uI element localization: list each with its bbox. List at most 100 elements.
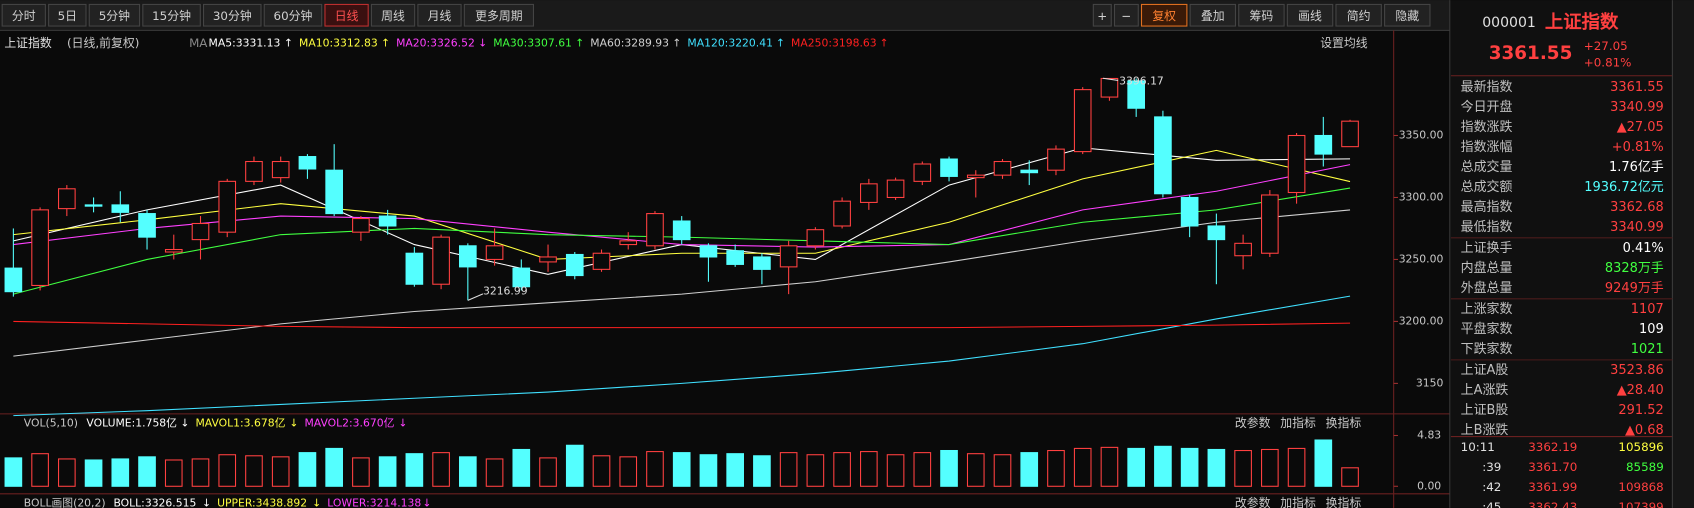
legend-arrow: ↓ [312, 497, 321, 508]
side-panel [1672, 0, 1694, 508]
candle-body [485, 245, 504, 260]
candle-body [940, 158, 958, 177]
legend-arrow: ↓ [478, 36, 487, 49]
volume-bar [111, 458, 130, 487]
candle-body [833, 200, 851, 227]
row-label: 总成交额 [1461, 179, 1513, 195]
volume-bar [271, 456, 290, 487]
y-tick-label: 4.83 [1417, 429, 1441, 442]
volume-bar [1287, 447, 1306, 487]
candle-body [1154, 116, 1172, 195]
candle-body [779, 245, 798, 268]
period-button[interactable] [324, 3, 369, 27]
indicator-tool[interactable]: 加指标 [1280, 496, 1316, 508]
candle-body [993, 160, 1012, 176]
period-button[interactable] [417, 3, 462, 27]
tool-button[interactable] [1140, 3, 1188, 27]
row-label: 下跌家数 [1461, 341, 1513, 357]
tool-button[interactable] [1335, 3, 1382, 27]
legend-entry: MA250:3198.63 [791, 36, 877, 49]
indicator-tool[interactable]: 换指标 [1326, 416, 1362, 430]
volume-bar [31, 453, 49, 487]
volume-bar [1234, 449, 1252, 487]
volume-bar [245, 455, 263, 487]
period-label[interactable]: 日线 [335, 9, 359, 23]
volume-bar [940, 449, 958, 487]
period-label[interactable]: 60分钟 [274, 9, 313, 23]
row-label: 总成交量 [1461, 159, 1513, 175]
tool-label[interactable]: 画线 [1298, 9, 1322, 23]
candle-body [1073, 89, 1092, 153]
volume-bar [1047, 449, 1065, 487]
tool-label[interactable]: 简约 [1347, 9, 1371, 23]
period-label[interactable]: 30分钟 [213, 9, 252, 23]
period-button[interactable] [370, 3, 416, 27]
row-label: 上B涨跌 [1461, 422, 1509, 438]
volume-bar [1314, 439, 1333, 487]
period-button[interactable] [142, 3, 201, 27]
tool-label[interactable]: 复权 [1152, 9, 1176, 23]
indicator-tool[interactable]: 换指标 [1326, 496, 1362, 508]
tool-label[interactable]: 叠加 [1201, 9, 1225, 23]
candle-body [191, 222, 210, 241]
ma-line [13, 209, 1351, 357]
period-label[interactable]: 周线 [381, 9, 405, 23]
tool-label[interactable]: + [1097, 9, 1107, 23]
candle-body [1047, 148, 1065, 171]
volume-title: VOL(5,10) [24, 417, 78, 430]
candle-body [1180, 196, 1199, 227]
trade-time: 10:11 [1461, 440, 1495, 454]
row-label: 上证A股 [1461, 363, 1509, 378]
volume-bar [646, 451, 664, 487]
tool-button[interactable] [1286, 3, 1334, 27]
candle-body [405, 252, 424, 285]
candle-body [565, 253, 584, 277]
quote-panel [1450, 0, 1673, 508]
row-label: 上A涨跌 [1461, 382, 1509, 398]
period-button[interactable] [88, 3, 141, 27]
row-value: +0.81% [1612, 140, 1664, 155]
period-label[interactable]: 15分钟 [152, 9, 191, 23]
volume-legend: VOLUME:1.758亿 [86, 417, 177, 430]
tool-button[interactable] [1189, 3, 1237, 27]
candle-body [4, 267, 23, 293]
tool-button[interactable] [1238, 3, 1285, 27]
period-button[interactable] [48, 3, 87, 27]
indicator-tool[interactable]: 改参数 [1235, 496, 1271, 508]
change-pct: +0.81% [1584, 55, 1632, 69]
period-button[interactable] [1, 3, 46, 27]
trade-time: :42 [1482, 480, 1501, 494]
period-button[interactable] [263, 3, 323, 27]
period-label[interactable]: 更多周期 [475, 9, 522, 23]
indicator-tool[interactable]: 加指标 [1280, 416, 1316, 430]
candle-body [378, 215, 397, 227]
legend-entry: MA60:3289.93 [590, 36, 669, 49]
volume-bar [779, 452, 798, 487]
row-label: 最低指数 [1461, 220, 1513, 235]
period-label[interactable]: 5日 [58, 9, 77, 23]
row-label: 平盘家数 [1461, 321, 1513, 337]
tool-button[interactable] [1092, 3, 1112, 27]
y-tick-label: 3350.00 [1399, 128, 1444, 141]
period-button[interactable] [463, 3, 535, 27]
volume-bar [592, 455, 611, 487]
tool-label[interactable]: 隐藏 [1395, 9, 1419, 23]
legend-entry: MA20:3326.52 [396, 36, 475, 49]
period-label[interactable]: 分时 [12, 9, 36, 23]
period-label[interactable]: 5分钟 [99, 9, 130, 23]
tool-button[interactable] [1384, 3, 1431, 27]
volume-bar [1341, 467, 1359, 487]
boll-legend: BOLL:3326.515 [113, 497, 196, 508]
volume-bar [1261, 448, 1279, 487]
candle-body [218, 180, 237, 233]
period-label[interactable]: 月线 [428, 9, 452, 23]
chart-subtitle: (日线,前复权) [67, 36, 139, 50]
tool-label[interactable]: − [1121, 9, 1131, 23]
boll-legend: LOWER:3214.138 [327, 497, 421, 508]
settings-link[interactable]: 设置均线 [1320, 36, 1368, 50]
tool-button[interactable] [1113, 3, 1139, 27]
tool-label[interactable]: 筹码 [1250, 9, 1274, 23]
indicator-tool[interactable]: 改参数 [1235, 416, 1271, 430]
period-button[interactable] [202, 3, 262, 27]
